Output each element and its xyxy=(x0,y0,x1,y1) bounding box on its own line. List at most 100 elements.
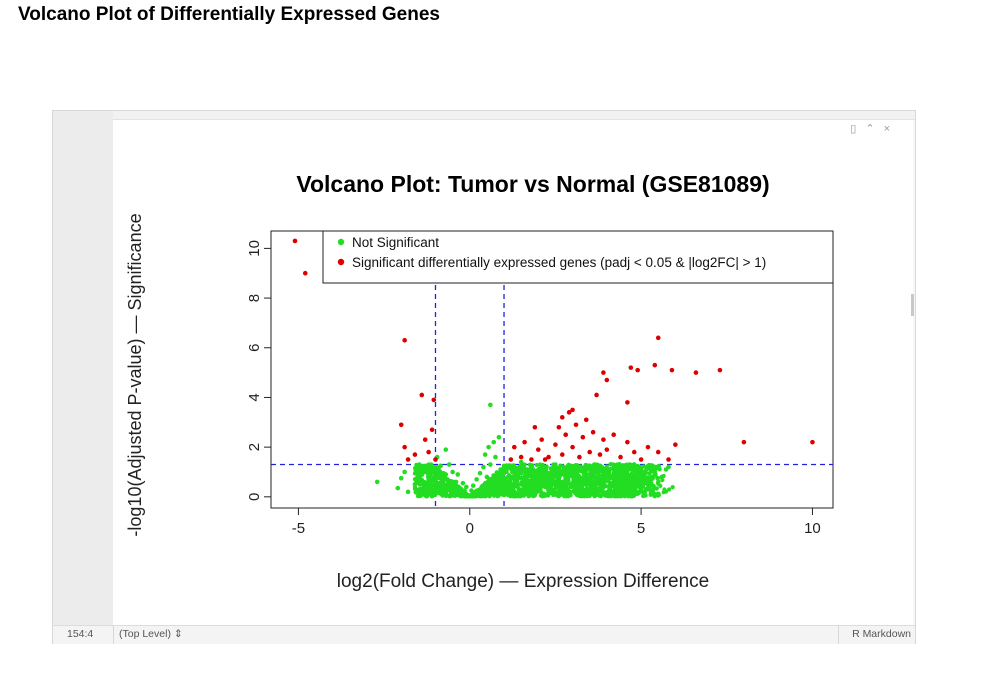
point-significant xyxy=(398,422,404,428)
point-not-significant xyxy=(620,482,625,488)
point-significant xyxy=(655,335,661,341)
point-not-significant xyxy=(467,493,473,498)
legend-marker-significant xyxy=(337,258,345,266)
y-tick-label: 10 xyxy=(246,240,263,257)
point-significant xyxy=(556,424,562,430)
point-not-significant xyxy=(531,494,536,499)
point-not-significant xyxy=(522,482,527,487)
point-not-significant xyxy=(374,479,380,485)
point-significant xyxy=(810,439,815,445)
point-not-significant xyxy=(552,490,557,495)
point-significant xyxy=(604,377,610,383)
point-significant xyxy=(559,452,565,457)
point-not-significant xyxy=(412,486,418,492)
point-not-significant xyxy=(603,478,608,484)
point-not-significant xyxy=(460,480,466,486)
point-not-significant xyxy=(655,493,661,498)
point-not-significant xyxy=(441,475,447,480)
point-not-significant xyxy=(658,483,663,488)
point-not-significant xyxy=(443,472,449,477)
points-layer xyxy=(292,238,815,499)
scope-selector[interactable]: (Top Level) ⇕ xyxy=(119,628,183,640)
point-not-significant xyxy=(501,464,507,470)
point-not-significant xyxy=(430,478,435,483)
point-not-significant xyxy=(621,473,627,479)
legend-label-significant: Significant differentially expressed gen… xyxy=(352,255,766,270)
point-not-significant xyxy=(580,483,585,488)
point-not-significant xyxy=(565,477,570,482)
document-mode[interactable]: R Markdown xyxy=(852,628,911,640)
point-not-significant xyxy=(608,494,613,499)
point-not-significant xyxy=(656,464,662,469)
point-significant xyxy=(402,444,407,450)
point-not-significant xyxy=(448,494,453,499)
point-not-significant xyxy=(475,489,481,495)
collapse-icon[interactable]: ⌃ xyxy=(865,123,884,135)
point-not-significant xyxy=(645,466,650,471)
point-not-significant xyxy=(527,493,532,499)
point-not-significant xyxy=(432,465,438,470)
point-not-significant xyxy=(444,493,449,498)
point-not-significant xyxy=(648,489,653,495)
point-not-significant xyxy=(487,494,492,499)
point-not-significant xyxy=(542,491,547,496)
point-not-significant xyxy=(588,477,593,482)
chart-title: Volcano Plot: Tumor vs Normal (GSE81089) xyxy=(296,171,769,197)
point-not-significant xyxy=(513,474,518,479)
point-not-significant xyxy=(572,484,577,489)
point-not-significant xyxy=(486,444,491,450)
point-not-significant xyxy=(603,493,609,498)
point-significant xyxy=(669,367,675,373)
point-not-significant xyxy=(545,472,551,477)
plot-output-panel: ▯⌃× Volcano Plot: Tumor vs Normal (GSE81… xyxy=(113,120,913,625)
point-not-significant xyxy=(534,468,540,473)
point-not-significant xyxy=(574,467,579,472)
point-significant xyxy=(422,437,428,442)
editor-gutter xyxy=(53,111,113,625)
point-not-significant xyxy=(651,483,656,489)
point-not-significant xyxy=(542,484,548,490)
point-significant xyxy=(563,432,569,438)
status-bar: 154:4 (Top Level) ⇕ R Markdown xyxy=(53,625,915,644)
point-not-significant xyxy=(449,485,454,490)
point-not-significant xyxy=(571,477,576,482)
point-not-significant xyxy=(493,454,498,460)
point-not-significant xyxy=(426,465,431,470)
point-not-significant xyxy=(423,482,429,487)
point-not-significant xyxy=(484,474,490,480)
point-not-significant xyxy=(448,482,454,487)
point-significant xyxy=(611,432,616,438)
point-significant xyxy=(635,367,640,373)
point-significant xyxy=(594,392,599,398)
point-not-significant xyxy=(464,484,469,490)
scrollbar-thumb[interactable] xyxy=(911,294,914,316)
point-not-significant xyxy=(584,482,589,488)
point-not-significant xyxy=(422,487,428,492)
point-not-significant xyxy=(491,439,497,445)
point-not-significant xyxy=(443,447,449,452)
point-not-significant xyxy=(530,476,535,481)
point-not-significant xyxy=(650,463,655,468)
legend-label-not-significant: Not Significant xyxy=(352,235,439,250)
point-not-significant xyxy=(412,482,418,487)
point-not-significant xyxy=(494,472,500,477)
point-significant xyxy=(522,439,527,445)
point-not-significant xyxy=(423,492,428,498)
point-not-significant xyxy=(523,471,528,477)
close-icon[interactable]: × xyxy=(883,123,899,135)
point-not-significant xyxy=(548,483,554,488)
point-not-significant xyxy=(505,482,510,487)
point-not-significant xyxy=(457,487,462,492)
point-significant xyxy=(601,370,606,375)
point-not-significant xyxy=(624,490,629,495)
point-not-significant xyxy=(631,474,637,480)
point-not-significant xyxy=(630,467,635,473)
point-not-significant xyxy=(505,489,510,495)
point-not-significant xyxy=(511,494,516,499)
point-significant xyxy=(655,449,661,455)
y-tick-label: 0 xyxy=(246,493,263,501)
point-not-significant xyxy=(592,494,597,499)
broom-icon[interactable]: ▯ xyxy=(850,123,866,135)
point-not-significant xyxy=(568,481,573,487)
point-not-significant xyxy=(591,468,596,474)
